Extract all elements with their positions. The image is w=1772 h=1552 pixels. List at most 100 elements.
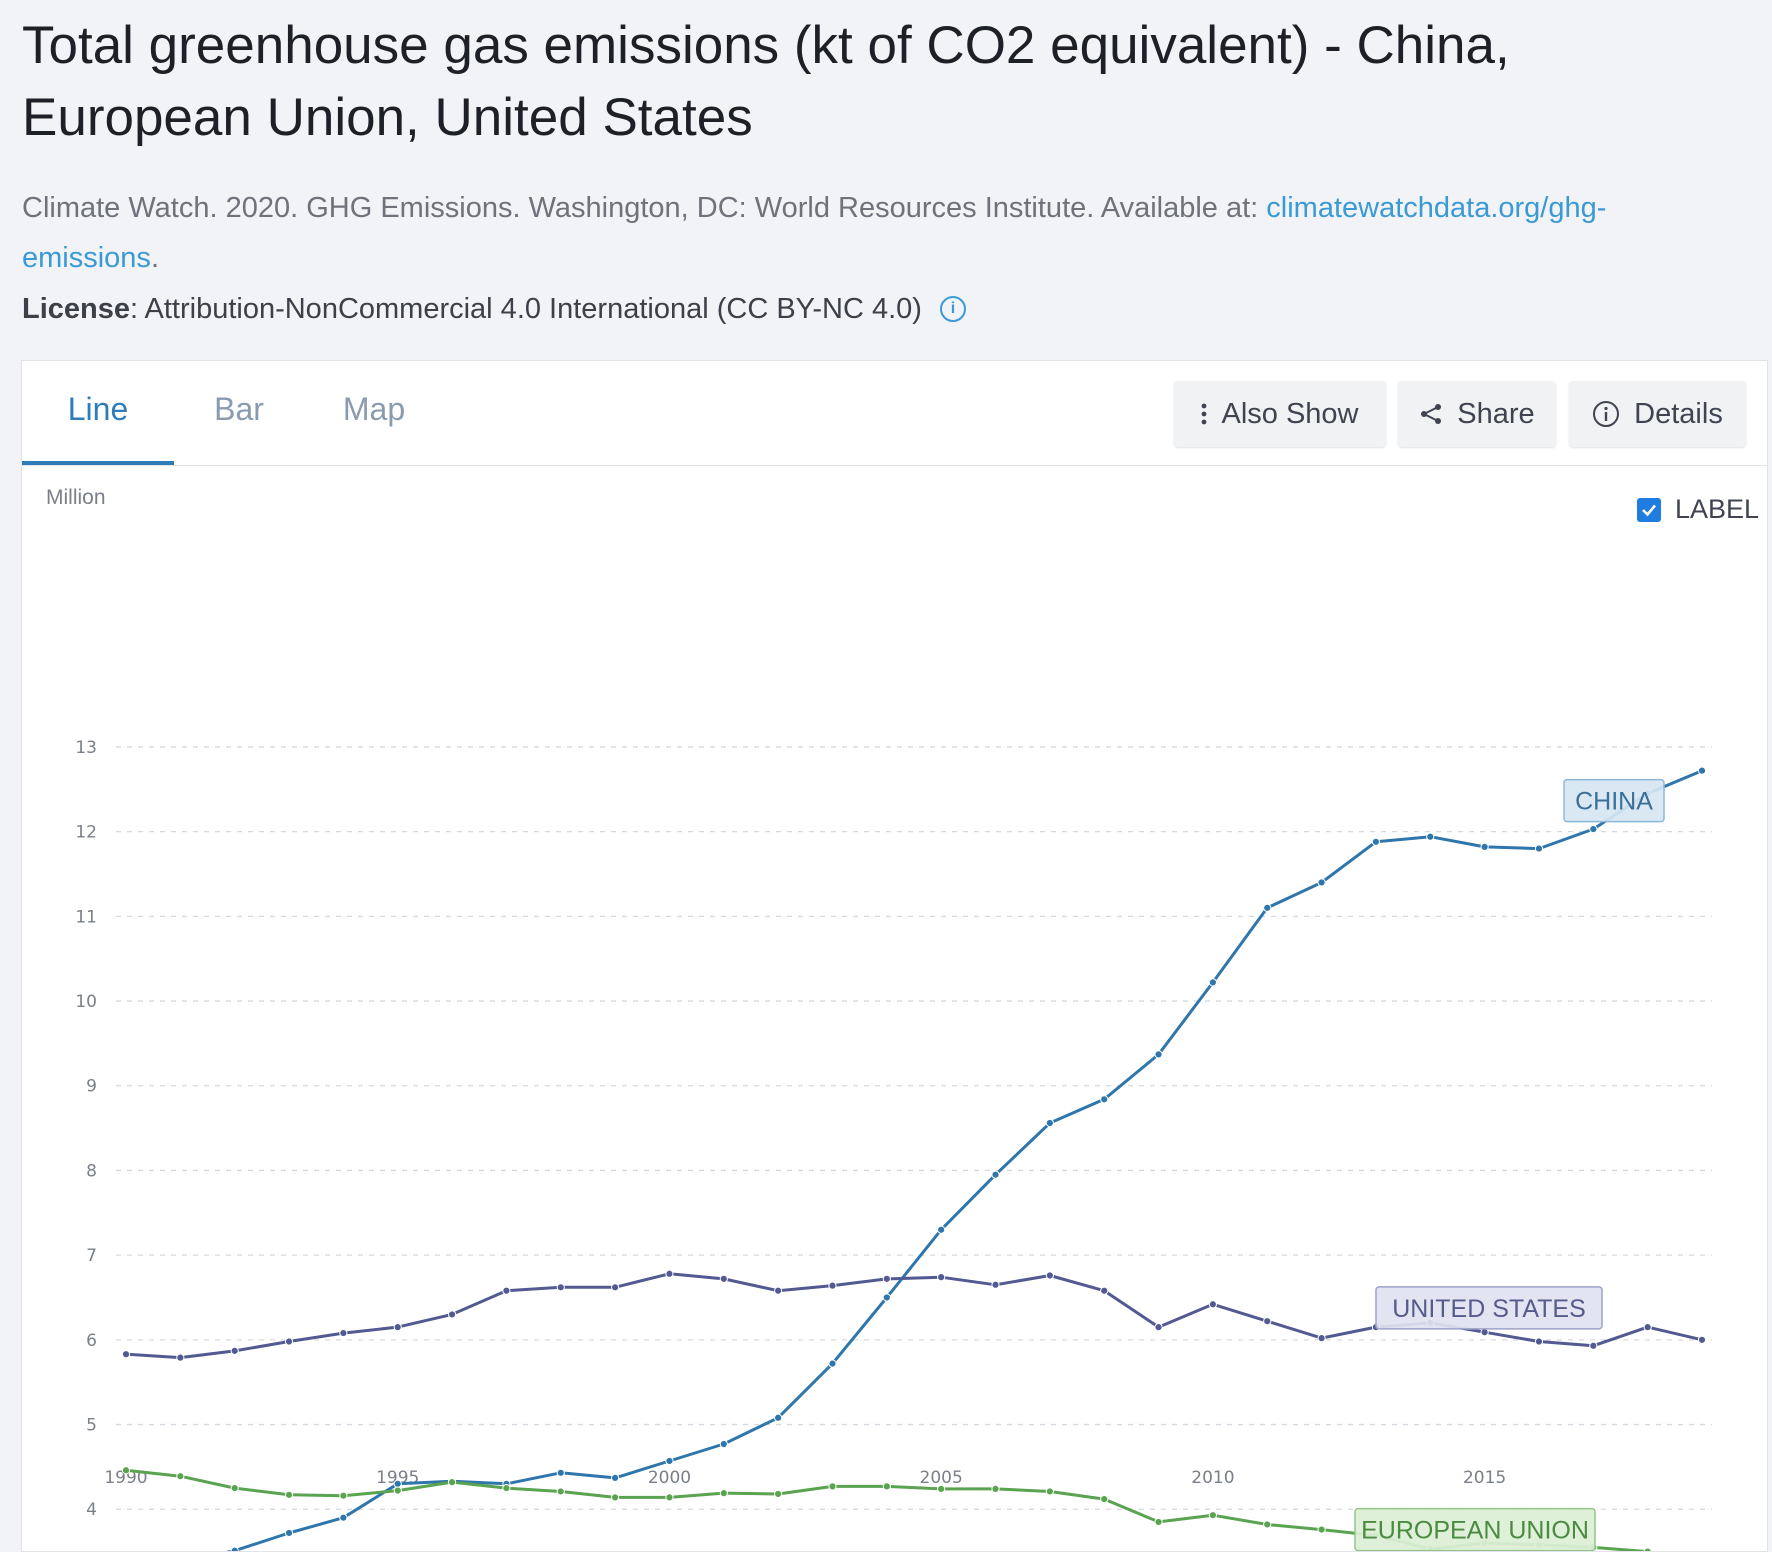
data-point-china bbox=[1045, 1118, 1054, 1128]
data-point-united_states bbox=[1208, 1300, 1217, 1309]
data-point-united_states bbox=[665, 1269, 674, 1278]
details-label: Details bbox=[1634, 397, 1723, 430]
also-show-button[interactable]: Also Show bbox=[1174, 381, 1386, 447]
data-point-china bbox=[1589, 824, 1598, 834]
source-citation: Climate Watch. 2020. GHG Emissions. Wash… bbox=[22, 183, 1722, 283]
data-point-china bbox=[1534, 844, 1544, 853]
data-point-china bbox=[719, 1439, 728, 1449]
data-point-european_union bbox=[284, 1490, 294, 1499]
y-tick-label: 9 bbox=[86, 1077, 97, 1097]
y-tick-label: 7 bbox=[86, 1246, 97, 1266]
more-vertical-icon bbox=[1202, 403, 1207, 425]
data-point-european_union bbox=[1045, 1487, 1054, 1496]
data-point-united_states bbox=[991, 1280, 1000, 1289]
data-point-european_union bbox=[121, 1466, 131, 1475]
chart-title: Total greenhouse gas emissions (kt of CO… bbox=[22, 16, 1510, 147]
data-point-china bbox=[1100, 1095, 1109, 1104]
data-point-united_states bbox=[828, 1281, 837, 1290]
data-point-united_states bbox=[882, 1274, 891, 1283]
source-link[interactable]: climatewatchdata.org/ghg-emissions bbox=[22, 192, 1607, 274]
details-button[interactable]: Details bbox=[1569, 381, 1746, 447]
data-point-united_states bbox=[937, 1273, 946, 1282]
data-point-china bbox=[774, 1413, 783, 1422]
x-tick-label: 2005 bbox=[920, 1468, 963, 1488]
data-point-china bbox=[882, 1293, 891, 1302]
y-tick-label: 13 bbox=[75, 738, 97, 758]
data-point-european_union bbox=[502, 1483, 511, 1493]
x-tick-label: 2015 bbox=[1463, 1468, 1506, 1488]
data-point-united_states bbox=[611, 1283, 620, 1292]
label-checkbox[interactable] bbox=[1637, 497, 1661, 522]
also-show-label: Also Show bbox=[1221, 397, 1359, 430]
label-toggle[interactable]: LABEL bbox=[1637, 494, 1759, 525]
data-point-european_union bbox=[611, 1493, 620, 1502]
tab-map[interactable]: Map bbox=[342, 391, 406, 427]
data-point-united_states bbox=[774, 1286, 783, 1295]
chart-panel: Line Bar Map Also Show Share Details Mil… bbox=[21, 360, 1768, 1552]
tab-bar[interactable]: Bar bbox=[214, 391, 264, 427]
data-point-china bbox=[556, 1468, 565, 1477]
chart-tabbar: Line Bar Map Also Show Share Details bbox=[22, 361, 1767, 466]
tab-line[interactable]: Line bbox=[22, 361, 174, 465]
y-axis-unit: Million bbox=[46, 486, 106, 509]
data-point-china bbox=[1480, 842, 1489, 851]
series-line-china bbox=[225, 769, 1703, 1551]
data-point-united_states bbox=[556, 1283, 565, 1292]
source-end: . bbox=[150, 242, 159, 274]
x-tick-label: 2010 bbox=[1191, 1468, 1234, 1488]
data-point-china bbox=[230, 1546, 239, 1551]
share-button[interactable]: Share bbox=[1398, 381, 1556, 447]
series-label-china: CHINA bbox=[1575, 788, 1653, 816]
data-point-united_states bbox=[176, 1353, 185, 1362]
data-point-european_union bbox=[230, 1483, 239, 1493]
license-info-icon[interactable]: i bbox=[939, 296, 966, 322]
data-point-united_states bbox=[339, 1328, 348, 1338]
data-point-european_union bbox=[937, 1484, 946, 1494]
series-label-box-china bbox=[1563, 778, 1665, 823]
data-point-united_states bbox=[1534, 1337, 1544, 1346]
data-point-european_union bbox=[1263, 1520, 1272, 1529]
info-icon bbox=[1593, 401, 1620, 427]
license-line: License : Attribution-NonCommercial 4.0 … bbox=[22, 284, 966, 334]
data-point-united_states bbox=[1697, 1335, 1707, 1344]
series-label-european_union: EUROPEAN UNION bbox=[1361, 1517, 1589, 1545]
data-point-china bbox=[1154, 1050, 1163, 1059]
data-point-united_states bbox=[1643, 1323, 1652, 1332]
data-point-china bbox=[1697, 766, 1707, 775]
data-point-united_states bbox=[1100, 1286, 1109, 1295]
data-point-european_union bbox=[774, 1489, 783, 1499]
share-label: Share bbox=[1457, 397, 1535, 430]
data-point-china bbox=[284, 1528, 294, 1538]
data-point-european_union bbox=[1208, 1511, 1217, 1520]
license-value: : Attribution-NonCommercial 4.0 Internat… bbox=[130, 293, 922, 325]
data-point-china bbox=[1208, 978, 1217, 987]
data-point-china bbox=[665, 1456, 674, 1466]
y-tick-label: 8 bbox=[86, 1161, 97, 1181]
data-point-united_states bbox=[1263, 1317, 1272, 1326]
data-point-european_union bbox=[991, 1484, 1000, 1494]
y-tick-label: 11 bbox=[75, 907, 97, 927]
data-point-china bbox=[339, 1513, 348, 1522]
data-point-china bbox=[937, 1225, 946, 1234]
data-point-united_states bbox=[447, 1310, 457, 1319]
data-point-china bbox=[393, 1479, 402, 1488]
data-point-european_union bbox=[828, 1482, 837, 1491]
data-point-european_union bbox=[447, 1478, 457, 1487]
data-point-european_union bbox=[1317, 1525, 1326, 1534]
series-label-united_states: UNITED STATES bbox=[1392, 1295, 1586, 1323]
x-tick-label: 2000 bbox=[648, 1468, 691, 1488]
data-point-united_states bbox=[1480, 1328, 1489, 1337]
license-label: License bbox=[22, 293, 130, 325]
y-tick-label: 4 bbox=[86, 1500, 97, 1520]
data-point-european_union bbox=[393, 1486, 402, 1495]
data-point-china bbox=[1426, 832, 1435, 841]
share-icon bbox=[1421, 404, 1442, 424]
data-point-european_union bbox=[665, 1493, 674, 1502]
data-point-united_states bbox=[1317, 1334, 1326, 1343]
data-point-china bbox=[1371, 837, 1381, 846]
data-point-china bbox=[991, 1170, 1000, 1179]
data-point-china bbox=[828, 1359, 837, 1368]
y-tick-label: 12 bbox=[75, 823, 97, 843]
data-point-united_states bbox=[719, 1274, 728, 1283]
